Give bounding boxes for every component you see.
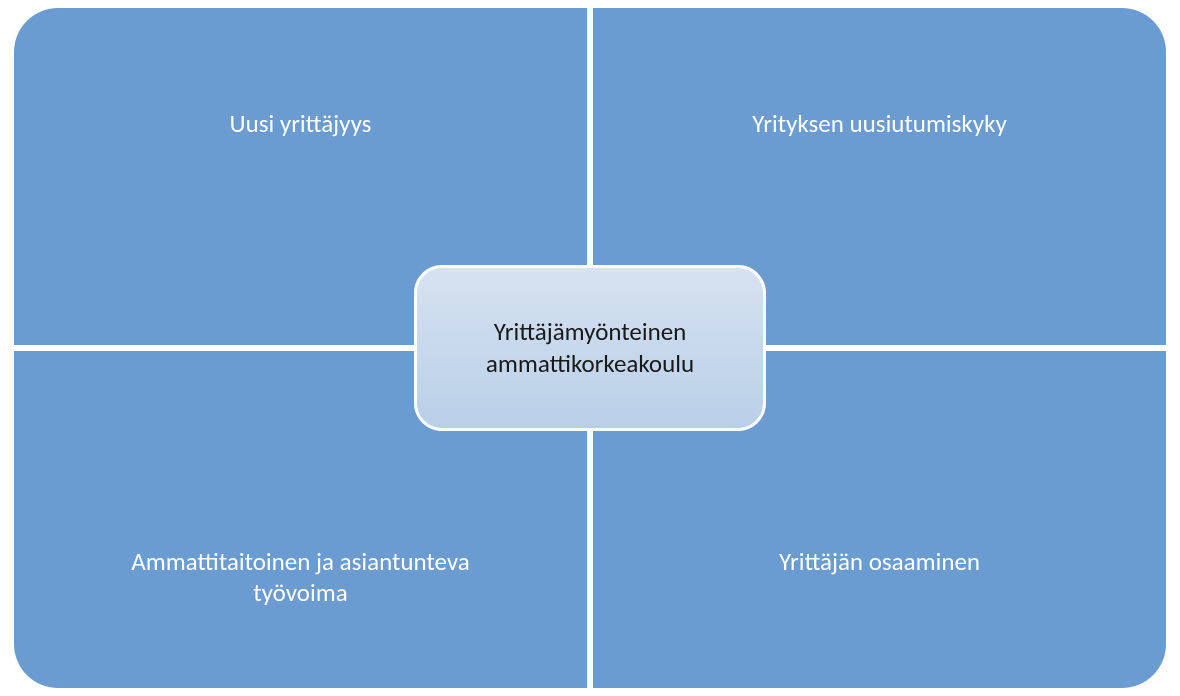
quadrant-top-right-label: Yrityksen uusiutumiskyky (722, 108, 1037, 139)
quadrant-top-left-label: Uusi yrittäjyys (200, 108, 402, 139)
center-label: Yrittäjämyönteinen ammattikorkeakoulu (466, 316, 714, 381)
quadrant-bottom-right-label: Yrittäjän osaaminen (749, 546, 1010, 577)
center-box: Yrittäjämyönteinen ammattikorkeakoulu (414, 265, 766, 431)
quadrant-bottom-left-label: Ammattitaitoinen ja asiantunteva työvoim… (101, 546, 499, 609)
quadrant-diagram: Uusi yrittäjyys Yrityksen uusiutumiskyky… (14, 8, 1166, 688)
